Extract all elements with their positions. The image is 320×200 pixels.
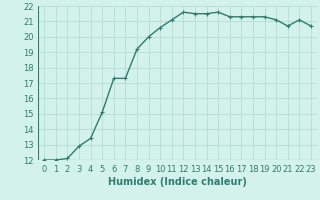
X-axis label: Humidex (Indice chaleur): Humidex (Indice chaleur) <box>108 177 247 187</box>
